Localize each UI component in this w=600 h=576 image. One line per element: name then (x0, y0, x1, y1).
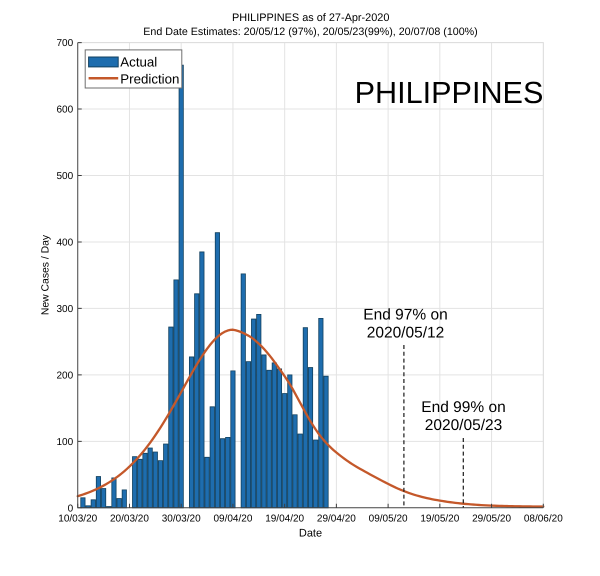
svg-text:10/03/20: 10/03/20 (58, 514, 97, 525)
svg-text:29/05/20: 29/05/20 (472, 514, 511, 525)
svg-text:End Date Estimates: 20/05/12 (: End Date Estimates: 20/05/12 (97%), 20/0… (143, 26, 477, 38)
svg-text:600: 600 (57, 105, 74, 116)
svg-text:19/04/20: 19/04/20 (265, 514, 304, 525)
svg-text:Date: Date (299, 528, 322, 540)
svg-text:30/03/20: 30/03/20 (162, 514, 201, 525)
svg-text:2020/05/23: 2020/05/23 (425, 417, 503, 434)
svg-text:Prediction: Prediction (120, 71, 179, 86)
svg-text:Actual: Actual (120, 54, 157, 69)
svg-text:400: 400 (57, 237, 74, 248)
svg-text:09/04/20: 09/04/20 (213, 514, 252, 525)
svg-text:29/04/20: 29/04/20 (317, 514, 356, 525)
svg-text:End 99% on: End 99% on (421, 399, 505, 416)
svg-text:200: 200 (57, 370, 74, 381)
svg-text:PHILIPPINES: PHILIPPINES (355, 76, 544, 110)
svg-text:500: 500 (57, 171, 74, 182)
svg-text:0: 0 (68, 503, 74, 514)
svg-text:20/03/20: 20/03/20 (110, 514, 149, 525)
svg-text:PHILIPPINES as of 27-Apr-2020: PHILIPPINES as of 27-Apr-2020 (232, 12, 389, 24)
svg-text:100: 100 (57, 437, 74, 448)
svg-text:08/06/20: 08/06/20 (524, 514, 563, 525)
svg-text:End 97% on: End 97% on (363, 307, 447, 324)
svg-text:300: 300 (57, 304, 74, 315)
svg-text:19/05/20: 19/05/20 (420, 514, 459, 525)
svg-text:09/05/20: 09/05/20 (369, 514, 408, 525)
svg-text:700: 700 (57, 38, 74, 49)
svg-text:2020/05/12: 2020/05/12 (367, 325, 445, 342)
svg-text:New Cases / Day: New Cases / Day (41, 234, 52, 315)
